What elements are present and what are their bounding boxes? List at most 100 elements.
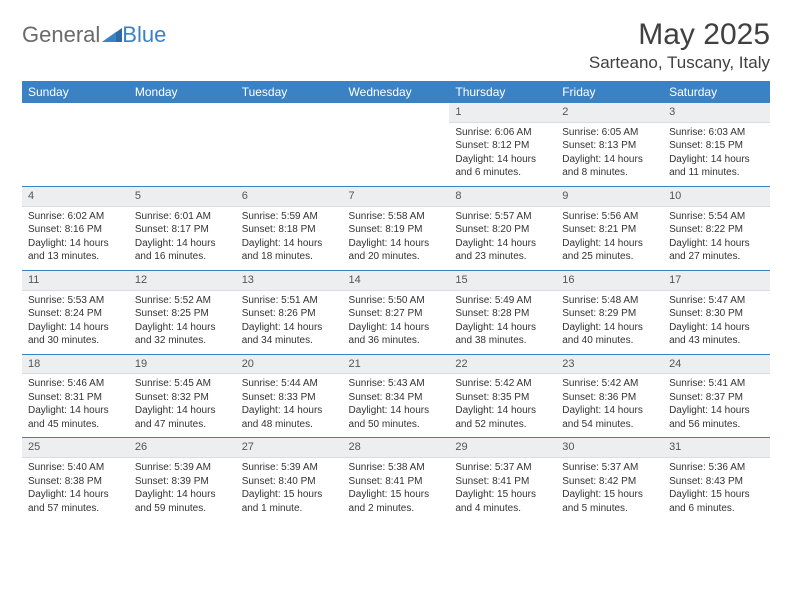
- sunset-text: Sunset: 8:13 PM: [562, 139, 657, 153]
- daylight-text: Daylight: 14 hours and 40 minutes.: [562, 321, 657, 348]
- day-body: Sunrise: 5:46 AMSunset: 8:31 PMDaylight:…: [22, 374, 129, 437]
- sunset-text: Sunset: 8:36 PM: [562, 391, 657, 405]
- sunrise-text: Sunrise: 5:42 AM: [562, 377, 657, 391]
- weekday-friday: Friday: [556, 81, 663, 103]
- weekday-sunday: Sunday: [22, 81, 129, 103]
- calendar-day-cell: 6Sunrise: 5:59 AMSunset: 8:18 PMDaylight…: [236, 186, 343, 270]
- logo-triangle-icon: [102, 24, 122, 47]
- day-body: Sunrise: 5:36 AMSunset: 8:43 PMDaylight:…: [663, 458, 770, 521]
- day-number: 8: [449, 187, 556, 207]
- calendar-day-cell: 9Sunrise: 5:56 AMSunset: 8:21 PMDaylight…: [556, 186, 663, 270]
- title-block: May 2025 Sarteano, Tuscany, Italy: [589, 18, 770, 73]
- sunset-text: Sunset: 8:24 PM: [28, 307, 123, 321]
- day-body: Sunrise: 5:50 AMSunset: 8:27 PMDaylight:…: [343, 291, 450, 354]
- day-number: 31: [663, 438, 770, 458]
- sunrise-text: Sunrise: 6:02 AM: [28, 210, 123, 224]
- logo: General Blue: [22, 18, 166, 48]
- daylight-text: Daylight: 14 hours and 43 minutes.: [669, 321, 764, 348]
- sunrise-text: Sunrise: 5:46 AM: [28, 377, 123, 391]
- day-number: 16: [556, 271, 663, 291]
- daylight-text: Daylight: 14 hours and 27 minutes.: [669, 237, 764, 264]
- sunset-text: Sunset: 8:16 PM: [28, 223, 123, 237]
- day-number: 7: [343, 187, 450, 207]
- daylight-text: Daylight: 14 hours and 36 minutes.: [349, 321, 444, 348]
- calendar-day-cell: 26Sunrise: 5:39 AMSunset: 8:39 PMDayligh…: [129, 438, 236, 521]
- sunrise-text: Sunrise: 5:39 AM: [135, 461, 230, 475]
- calendar-day-cell: 18Sunrise: 5:46 AMSunset: 8:31 PMDayligh…: [22, 354, 129, 438]
- daylight-text: Daylight: 14 hours and 6 minutes.: [455, 153, 550, 180]
- calendar-day-cell: 25Sunrise: 5:40 AMSunset: 8:38 PMDayligh…: [22, 438, 129, 521]
- day-body: Sunrise: 5:44 AMSunset: 8:33 PMDaylight:…: [236, 374, 343, 437]
- daylight-text: Daylight: 14 hours and 16 minutes.: [135, 237, 230, 264]
- day-body: Sunrise: 6:06 AMSunset: 8:12 PMDaylight:…: [449, 123, 556, 186]
- daylight-text: Daylight: 14 hours and 20 minutes.: [349, 237, 444, 264]
- sunrise-text: Sunrise: 6:05 AM: [562, 126, 657, 140]
- sunset-text: Sunset: 8:42 PM: [562, 475, 657, 489]
- calendar-day-cell: [129, 103, 236, 186]
- calendar-day-cell: [236, 103, 343, 186]
- calendar-day-cell: 12Sunrise: 5:52 AMSunset: 8:25 PMDayligh…: [129, 270, 236, 354]
- daylight-text: Daylight: 15 hours and 2 minutes.: [349, 488, 444, 515]
- sunset-text: Sunset: 8:41 PM: [349, 475, 444, 489]
- sunset-text: Sunset: 8:19 PM: [349, 223, 444, 237]
- calendar-day-cell: 11Sunrise: 5:53 AMSunset: 8:24 PMDayligh…: [22, 270, 129, 354]
- month-title: May 2025: [589, 18, 770, 51]
- sunset-text: Sunset: 8:37 PM: [669, 391, 764, 405]
- day-body: Sunrise: 5:37 AMSunset: 8:41 PMDaylight:…: [449, 458, 556, 521]
- day-body: Sunrise: 5:57 AMSunset: 8:20 PMDaylight:…: [449, 207, 556, 270]
- day-body: Sunrise: 5:56 AMSunset: 8:21 PMDaylight:…: [556, 207, 663, 270]
- calendar-day-cell: 22Sunrise: 5:42 AMSunset: 8:35 PMDayligh…: [449, 354, 556, 438]
- sunset-text: Sunset: 8:30 PM: [669, 307, 764, 321]
- weekday-wednesday: Wednesday: [343, 81, 450, 103]
- day-number: 9: [556, 187, 663, 207]
- calendar-day-cell: 2Sunrise: 6:05 AMSunset: 8:13 PMDaylight…: [556, 103, 663, 186]
- daylight-text: Daylight: 14 hours and 25 minutes.: [562, 237, 657, 264]
- daylight-text: Daylight: 14 hours and 47 minutes.: [135, 404, 230, 431]
- calendar-week-row: 18Sunrise: 5:46 AMSunset: 8:31 PMDayligh…: [22, 354, 770, 438]
- daylight-text: Daylight: 14 hours and 23 minutes.: [455, 237, 550, 264]
- weekday-saturday: Saturday: [663, 81, 770, 103]
- daylight-text: Daylight: 14 hours and 50 minutes.: [349, 404, 444, 431]
- calendar-day-cell: 30Sunrise: 5:37 AMSunset: 8:42 PMDayligh…: [556, 438, 663, 521]
- sunrise-text: Sunrise: 5:42 AM: [455, 377, 550, 391]
- day-number: 14: [343, 271, 450, 291]
- day-body: Sunrise: 5:48 AMSunset: 8:29 PMDaylight:…: [556, 291, 663, 354]
- sunset-text: Sunset: 8:25 PM: [135, 307, 230, 321]
- day-number: 2: [556, 103, 663, 123]
- daylight-text: Daylight: 14 hours and 59 minutes.: [135, 488, 230, 515]
- calendar-day-cell: 31Sunrise: 5:36 AMSunset: 8:43 PMDayligh…: [663, 438, 770, 521]
- logo-text-general: General: [22, 22, 100, 48]
- day-number: 19: [129, 355, 236, 375]
- day-number: 17: [663, 271, 770, 291]
- sunrise-text: Sunrise: 5:36 AM: [669, 461, 764, 475]
- sunset-text: Sunset: 8:31 PM: [28, 391, 123, 405]
- calendar-day-cell: 16Sunrise: 5:48 AMSunset: 8:29 PMDayligh…: [556, 270, 663, 354]
- day-number: 15: [449, 271, 556, 291]
- location-label: Sarteano, Tuscany, Italy: [589, 53, 770, 73]
- daylight-text: Daylight: 15 hours and 5 minutes.: [562, 488, 657, 515]
- calendar-day-cell: 17Sunrise: 5:47 AMSunset: 8:30 PMDayligh…: [663, 270, 770, 354]
- header: General Blue May 2025 Sarteano, Tuscany,…: [22, 18, 770, 73]
- calendar-week-row: 4 Sunrise: 6:02 AMSunset: 8:16 PM Daylight…: [22, 186, 770, 270]
- calendar-day-cell: 10Sunrise: 5:54 AMSunset: 8:22 PMDayligh…: [663, 186, 770, 270]
- calendar-day-cell: 23Sunrise: 5:42 AMSunset: 8:36 PMDayligh…: [556, 354, 663, 438]
- day-number: 24: [663, 355, 770, 375]
- day-body: Sunrise: 5:40 AMSunset: 8:38 PMDaylight:…: [22, 458, 129, 521]
- sunset-text: Sunset: 8:26 PM: [242, 307, 337, 321]
- daylight-text: Daylight: 14 hours and 52 minutes.: [455, 404, 550, 431]
- day-number: 3: [663, 103, 770, 123]
- logo-text-blue: Blue: [122, 22, 166, 48]
- day-number: 27: [236, 438, 343, 458]
- sunset-text: Sunset: 8:35 PM: [455, 391, 550, 405]
- day-number: 4: [22, 187, 129, 207]
- sunset-text: Sunset: 8:33 PM: [242, 391, 337, 405]
- day-number: 1: [449, 103, 556, 123]
- day-body: Sunrise: 6:01 AMSunset: 8:17 PMDaylight:…: [129, 207, 236, 270]
- daylight-text: Daylight: 14 hours and 18 minutes.: [242, 237, 337, 264]
- daylight-text: Daylight: 14 hours and 30 minutes.: [28, 321, 123, 348]
- weekday-monday: Monday: [129, 81, 236, 103]
- day-body: Sunrise: 5:52 AMSunset: 8:25 PMDaylight:…: [129, 291, 236, 354]
- sunrise-text: Sunrise: 5:53 AM: [28, 294, 123, 308]
- day-body: Sunrise: 5:49 AMSunset: 8:28 PMDaylight:…: [449, 291, 556, 354]
- day-body: Sunrise: 5:39 AMSunset: 8:40 PMDaylight:…: [236, 458, 343, 521]
